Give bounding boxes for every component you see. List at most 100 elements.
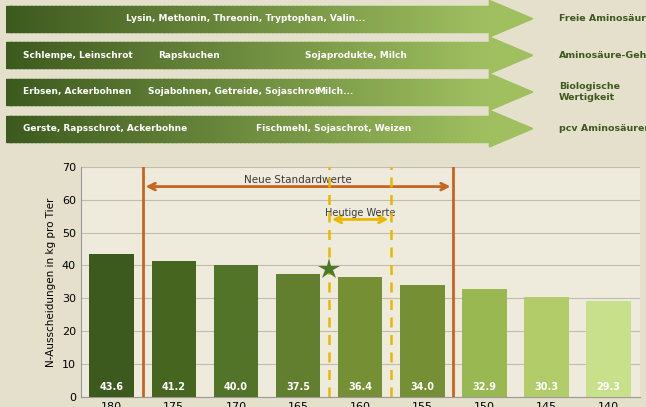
Bar <box>67 79 72 105</box>
Bar <box>192 6 196 32</box>
Bar <box>180 42 185 68</box>
Bar <box>119 6 124 32</box>
Bar <box>39 79 44 105</box>
Bar <box>320 79 326 105</box>
Bar <box>248 116 253 142</box>
Bar <box>465 42 470 68</box>
Bar <box>43 42 48 68</box>
Bar <box>203 6 209 32</box>
Bar <box>485 6 490 32</box>
Bar <box>216 42 221 68</box>
Bar <box>147 42 152 68</box>
Bar <box>337 42 342 68</box>
Bar <box>256 116 261 142</box>
Bar <box>328 79 333 105</box>
Bar <box>474 6 479 32</box>
Bar <box>248 42 253 68</box>
Bar <box>485 116 490 142</box>
Bar <box>264 116 269 142</box>
Bar <box>240 79 245 105</box>
Bar <box>51 79 56 105</box>
Bar <box>260 6 265 32</box>
Bar <box>240 42 245 68</box>
Bar <box>187 6 193 32</box>
Bar <box>252 116 257 142</box>
Bar <box>103 116 108 142</box>
Bar <box>469 6 474 32</box>
Bar <box>308 116 313 142</box>
Bar <box>156 6 160 32</box>
Bar <box>317 116 322 142</box>
Bar <box>6 79 12 105</box>
Bar <box>324 6 329 32</box>
Bar <box>477 6 483 32</box>
Bar <box>180 116 185 142</box>
Bar <box>417 79 422 105</box>
Bar <box>260 79 265 105</box>
Bar <box>228 116 233 142</box>
Bar <box>474 116 479 142</box>
Bar <box>312 79 317 105</box>
Text: Biologische
Wertigkeit: Biologische Wertigkeit <box>559 82 620 102</box>
Bar <box>240 116 245 142</box>
Bar <box>457 6 463 32</box>
Bar <box>30 42 36 68</box>
Bar <box>75 79 80 105</box>
Bar <box>248 79 253 105</box>
Bar <box>163 116 169 142</box>
Bar <box>163 6 169 32</box>
Bar <box>425 116 430 142</box>
Bar <box>429 116 434 142</box>
Bar <box>99 116 104 142</box>
Bar <box>260 116 265 142</box>
Bar <box>453 6 458 32</box>
Bar <box>214 265 258 397</box>
Bar <box>151 42 156 68</box>
Bar <box>115 116 120 142</box>
Bar <box>115 42 120 68</box>
Bar <box>364 6 370 32</box>
Bar <box>312 6 317 32</box>
Bar <box>373 6 378 32</box>
Bar <box>248 6 253 32</box>
Text: Heutige Werte: Heutige Werte <box>325 208 395 218</box>
Bar <box>176 42 181 68</box>
Polygon shape <box>490 110 533 147</box>
Bar <box>200 116 205 142</box>
Bar <box>95 116 100 142</box>
Bar <box>445 42 450 68</box>
Bar <box>71 79 76 105</box>
Bar <box>364 79 370 105</box>
Bar <box>292 42 297 68</box>
Bar <box>268 79 273 105</box>
Bar <box>167 79 172 105</box>
Bar <box>328 116 333 142</box>
Bar <box>353 79 358 105</box>
Bar <box>99 79 104 105</box>
Bar <box>63 6 68 32</box>
Bar <box>413 79 418 105</box>
Bar <box>236 79 241 105</box>
Bar <box>55 79 60 105</box>
Bar <box>83 6 88 32</box>
Bar <box>208 42 213 68</box>
Bar <box>140 6 145 32</box>
Bar <box>203 79 209 105</box>
Bar <box>127 42 132 68</box>
Bar <box>333 42 338 68</box>
Bar <box>268 116 273 142</box>
Bar <box>67 6 72 32</box>
Bar <box>276 42 281 68</box>
Bar <box>123 79 129 105</box>
Bar <box>477 116 483 142</box>
Text: Rapskuchen: Rapskuchen <box>158 51 220 60</box>
Bar <box>401 116 406 142</box>
Bar <box>151 6 156 32</box>
Bar <box>95 79 100 105</box>
Bar <box>380 79 386 105</box>
Bar <box>240 6 245 32</box>
Bar <box>26 42 32 68</box>
Bar <box>180 6 185 32</box>
Bar <box>156 116 160 142</box>
Bar <box>360 42 366 68</box>
